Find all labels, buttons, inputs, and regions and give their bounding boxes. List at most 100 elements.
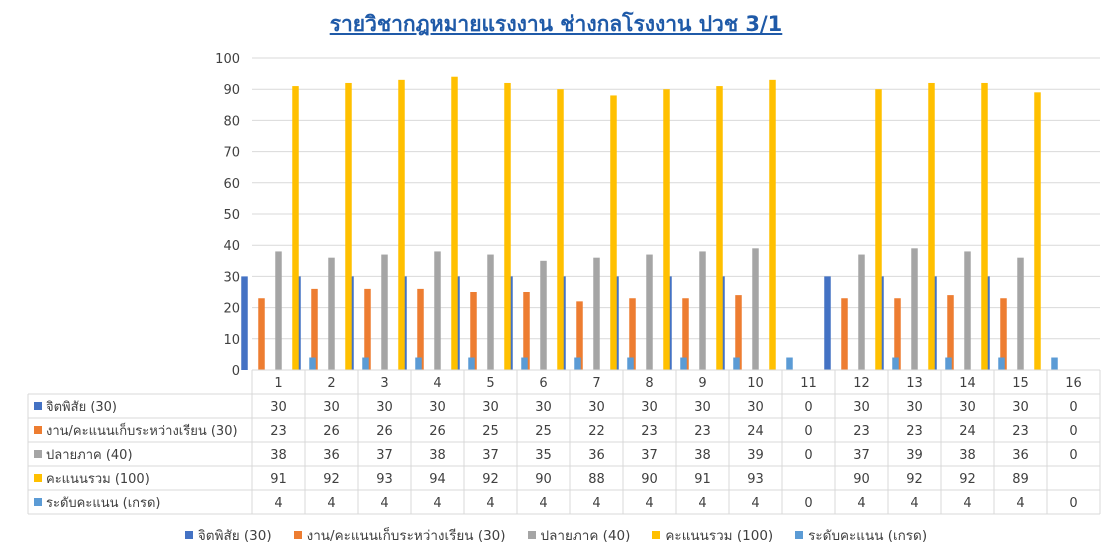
bar [415, 357, 422, 370]
bar [434, 251, 441, 370]
bar [1000, 298, 1007, 370]
bar [451, 76, 458, 370]
bar [521, 357, 528, 370]
data-label: 36 [1012, 448, 1029, 463]
data-label: 30 [482, 400, 499, 415]
bar [892, 357, 899, 370]
bar [1051, 357, 1058, 370]
legend-swatch [527, 531, 536, 539]
data-label: 23 [694, 424, 711, 439]
bar [523, 292, 530, 370]
category-label: 14 [959, 376, 976, 391]
chart-title: รายวิชากฎหมายแรงงาน ช่างกลโรงงาน ปวช 3/1 [329, 12, 783, 36]
bar [576, 301, 583, 370]
data-label: 4 [645, 496, 653, 511]
bar [275, 251, 282, 370]
data-label: 22 [588, 424, 605, 439]
bar [769, 79, 776, 370]
table-legend-key [34, 450, 42, 458]
bar [699, 251, 706, 370]
data-label: 39 [906, 448, 923, 463]
bar [663, 89, 670, 370]
data-label: 25 [482, 424, 499, 439]
data-label: 24 [747, 424, 764, 439]
data-label: 26 [376, 424, 393, 439]
table-legend-key [34, 498, 42, 506]
bar [841, 298, 848, 370]
y-tick-label: 80 [223, 114, 240, 129]
data-label: 90 [535, 472, 552, 487]
legend-item: ปลายภาค (40) [527, 524, 630, 546]
data-label: 4 [910, 496, 918, 511]
data-label: 37 [482, 448, 499, 463]
table-series-label: งาน/คะแนนเก็บระหว่างเรียน (30) [46, 421, 238, 439]
bar [1034, 92, 1041, 370]
bar [593, 257, 600, 370]
bar [362, 357, 369, 370]
data-label: 89 [1012, 472, 1029, 487]
data-label: 25 [535, 424, 552, 439]
data-label: 91 [694, 472, 711, 487]
data-label: 0 [804, 448, 812, 463]
data-label: 4 [963, 496, 971, 511]
data-label: 4 [1016, 496, 1024, 511]
data-label: 90 [641, 472, 658, 487]
data-label: 90 [853, 472, 870, 487]
y-tick-label: 10 [223, 333, 240, 348]
bar [964, 251, 971, 370]
table-series-label: ระดับคะแนน (เกรด) [46, 496, 161, 511]
data-label: 30 [1012, 400, 1029, 415]
bar [309, 357, 316, 370]
category-label: 11 [800, 376, 817, 391]
bar [981, 82, 988, 371]
data-label: 0 [1069, 400, 1077, 415]
category-label: 4 [433, 376, 441, 391]
y-tick-label: 20 [223, 302, 240, 317]
data-label: 92 [482, 472, 499, 487]
bar [786, 357, 793, 370]
bar [504, 82, 511, 371]
category-label: 7 [592, 376, 600, 391]
chart-legend: จิตพิสัย (30) งาน/คะแนนเก็บระหว่างเรียน (… [0, 524, 1112, 546]
data-label: 30 [906, 400, 923, 415]
data-label: 88 [588, 472, 605, 487]
data-label: 93 [747, 472, 764, 487]
table-legend-key [34, 402, 42, 410]
bar [487, 254, 494, 370]
data-label: 30 [747, 400, 764, 415]
bar [911, 248, 918, 370]
bar [417, 288, 424, 370]
data-label: 92 [906, 472, 923, 487]
data-label: 30 [853, 400, 870, 415]
bar [540, 260, 547, 370]
category-label: 13 [906, 376, 923, 391]
category-label: 2 [327, 376, 335, 391]
legend-label: จิตพิสัย (30) [197, 528, 272, 544]
y-tick-label: 50 [223, 208, 240, 223]
bar [311, 288, 318, 370]
bar [928, 82, 935, 371]
bar [627, 357, 634, 370]
data-label: 30 [959, 400, 976, 415]
category-label: 9 [698, 376, 706, 391]
bar [682, 298, 689, 370]
legend-label: ระดับคะแนน (เกรด) [808, 528, 928, 544]
data-label: 36 [588, 448, 605, 463]
data-label: 30 [429, 400, 446, 415]
data-label: 30 [535, 400, 552, 415]
data-label: 0 [804, 400, 812, 415]
legend-item: คะแนนรวม (100) [652, 524, 773, 546]
data-label: 4 [539, 496, 547, 511]
bar [629, 298, 636, 370]
data-label: 39 [747, 448, 764, 463]
y-tick-label: 100 [215, 52, 240, 67]
data-label: 0 [1069, 448, 1077, 463]
data-label: 38 [429, 448, 446, 463]
data-label: 94 [429, 472, 446, 487]
data-label: 38 [694, 448, 711, 463]
bar [716, 86, 723, 370]
bar [398, 79, 405, 370]
bar [364, 288, 371, 370]
